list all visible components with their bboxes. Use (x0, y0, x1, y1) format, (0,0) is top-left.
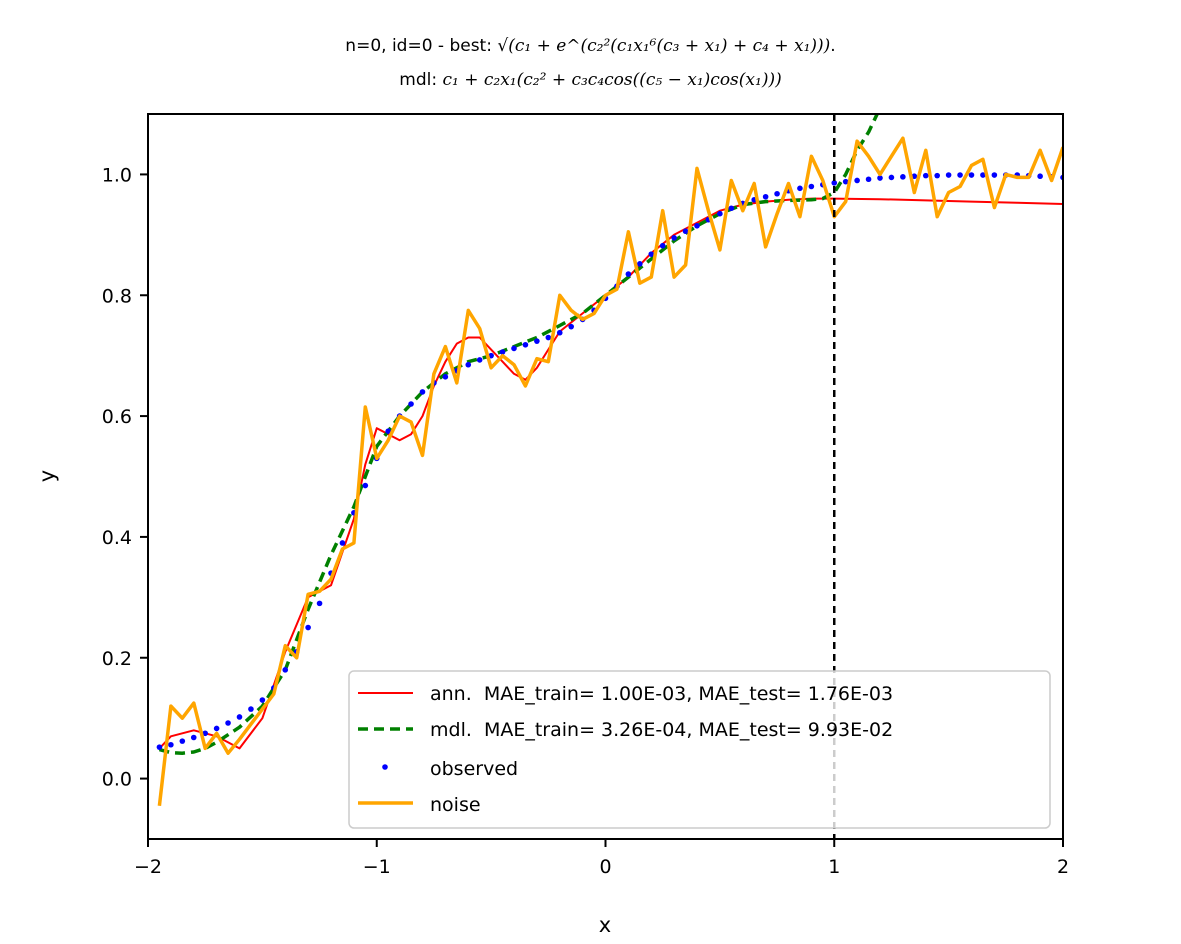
observed-point (316, 600, 323, 607)
observed-point (339, 540, 346, 546)
observed-point (957, 172, 963, 178)
series-layer (156, 114, 1063, 807)
noise-line (157, 136, 1063, 807)
observed-point (637, 261, 643, 267)
x-tick-label: −2 (134, 856, 162, 878)
observed-point (225, 720, 231, 726)
x-tick-label: −1 (363, 856, 391, 878)
title-line2-prefix: mdl: (399, 70, 443, 90)
observed-point (717, 210, 723, 217)
legend-box (348, 670, 1051, 829)
plot-frame (147, 113, 1064, 840)
observed-point (202, 730, 208, 737)
observed-point (385, 428, 391, 434)
observed-point (922, 172, 929, 179)
mdl-line (158, 114, 880, 755)
x-tick-label: 2 (1057, 856, 1069, 878)
legend-observed-label: observed (430, 758, 518, 780)
chart-title-line-2: mdl: c₁ + c₂x₁(c₂² + c₃c₄cos((c₅ − x₁)co… (0, 70, 1181, 90)
chart-title-line-1: n=0, id=0 - best: √(c₁ + e^(c₂²(c₁x₁⁶(c₃… (0, 36, 1181, 56)
y-tick-label: 0.6 (102, 406, 132, 428)
y-axis-label: y (35, 470, 59, 482)
ann-line (158, 197, 1063, 750)
observed-point (179, 738, 186, 744)
observed-point (682, 228, 689, 235)
y-tick-label: 0.4 (102, 527, 132, 549)
observed-point (728, 205, 735, 212)
observed-point (808, 183, 815, 190)
observed-point (248, 706, 254, 712)
x-tick-label: 0 (599, 856, 611, 878)
legend-noise-label: noise (430, 794, 481, 816)
y-tick-label: 0.0 (102, 769, 132, 791)
observed-point (259, 697, 266, 703)
legend-observed-swatch (382, 764, 388, 770)
observed-point (797, 185, 803, 192)
y-tick-label: 0.2 (102, 648, 132, 670)
legend: ann. MAE_train= 1.00E-03, MAE_test= 1.76… (348, 670, 1051, 829)
observed-point (556, 329, 563, 336)
observed-point (568, 323, 574, 330)
observed-point (888, 174, 895, 181)
observed-point (934, 172, 940, 179)
observed-point (442, 374, 449, 380)
observed-point (648, 251, 655, 257)
observed-point (465, 361, 472, 368)
observed-point (980, 172, 986, 178)
observed-point (831, 180, 838, 186)
y-tick-label: 1.0 (102, 164, 132, 186)
observed-point (282, 667, 289, 673)
observed-point (305, 624, 311, 631)
observed-point (213, 725, 220, 732)
observed-point (968, 172, 975, 178)
y-tick-label: 0.8 (102, 285, 132, 307)
title-line1-prefix: n=0, id=0 - best: (345, 36, 498, 56)
title-line2-formula: c₁ + c₂x₁(c₂² + c₃c₄cos((c₅ − x₁)cos(x₁)… (442, 70, 782, 90)
legend-ann-label: ann. MAE_train= 1.00E-03, MAE_test= 1.76… (430, 683, 893, 705)
observed-point (625, 271, 632, 277)
x-axis-label: x (599, 913, 611, 937)
observed-point (945, 172, 952, 178)
observed-point (156, 744, 163, 750)
observed-point (522, 341, 529, 348)
observed-point (419, 389, 426, 395)
observed-point (659, 242, 666, 249)
observed-point (534, 338, 540, 344)
observed-point (762, 193, 769, 200)
observed-point (511, 345, 517, 352)
observed-point (476, 357, 483, 363)
observed-point (236, 714, 243, 720)
observed-point (865, 176, 872, 183)
observed-point (854, 177, 860, 184)
legend-mdl-label: mdl. MAE_train= 3.26E-04, MAE_test= 9.93… (430, 719, 893, 741)
observed-point (877, 175, 883, 181)
observed-point (900, 174, 906, 180)
axis-ticks: −2 −1 0 1 2 0.0 0.2 0.4 0.6 0.8 1.0 (102, 164, 1069, 878)
observed-point (671, 235, 677, 241)
x-tick-label: 1 (828, 856, 840, 878)
observed-point (499, 349, 506, 355)
title-line1-formula: √(c₁ + e^(c₂²(c₁x₁⁶(c₃ + x₁) + c₄ + x₁))… (497, 36, 831, 56)
observed-point (408, 401, 414, 407)
observed-point (1037, 173, 1043, 180)
observed-point (190, 734, 197, 741)
observed-points (156, 172, 1063, 750)
observed-point (842, 178, 849, 185)
observed-point (694, 222, 700, 229)
observed-point (362, 482, 369, 489)
observed-point (991, 172, 998, 178)
title-line1-suffix: . (830, 36, 836, 56)
observed-point (545, 334, 552, 341)
observed-point (168, 741, 174, 748)
observed-point (774, 190, 780, 197)
